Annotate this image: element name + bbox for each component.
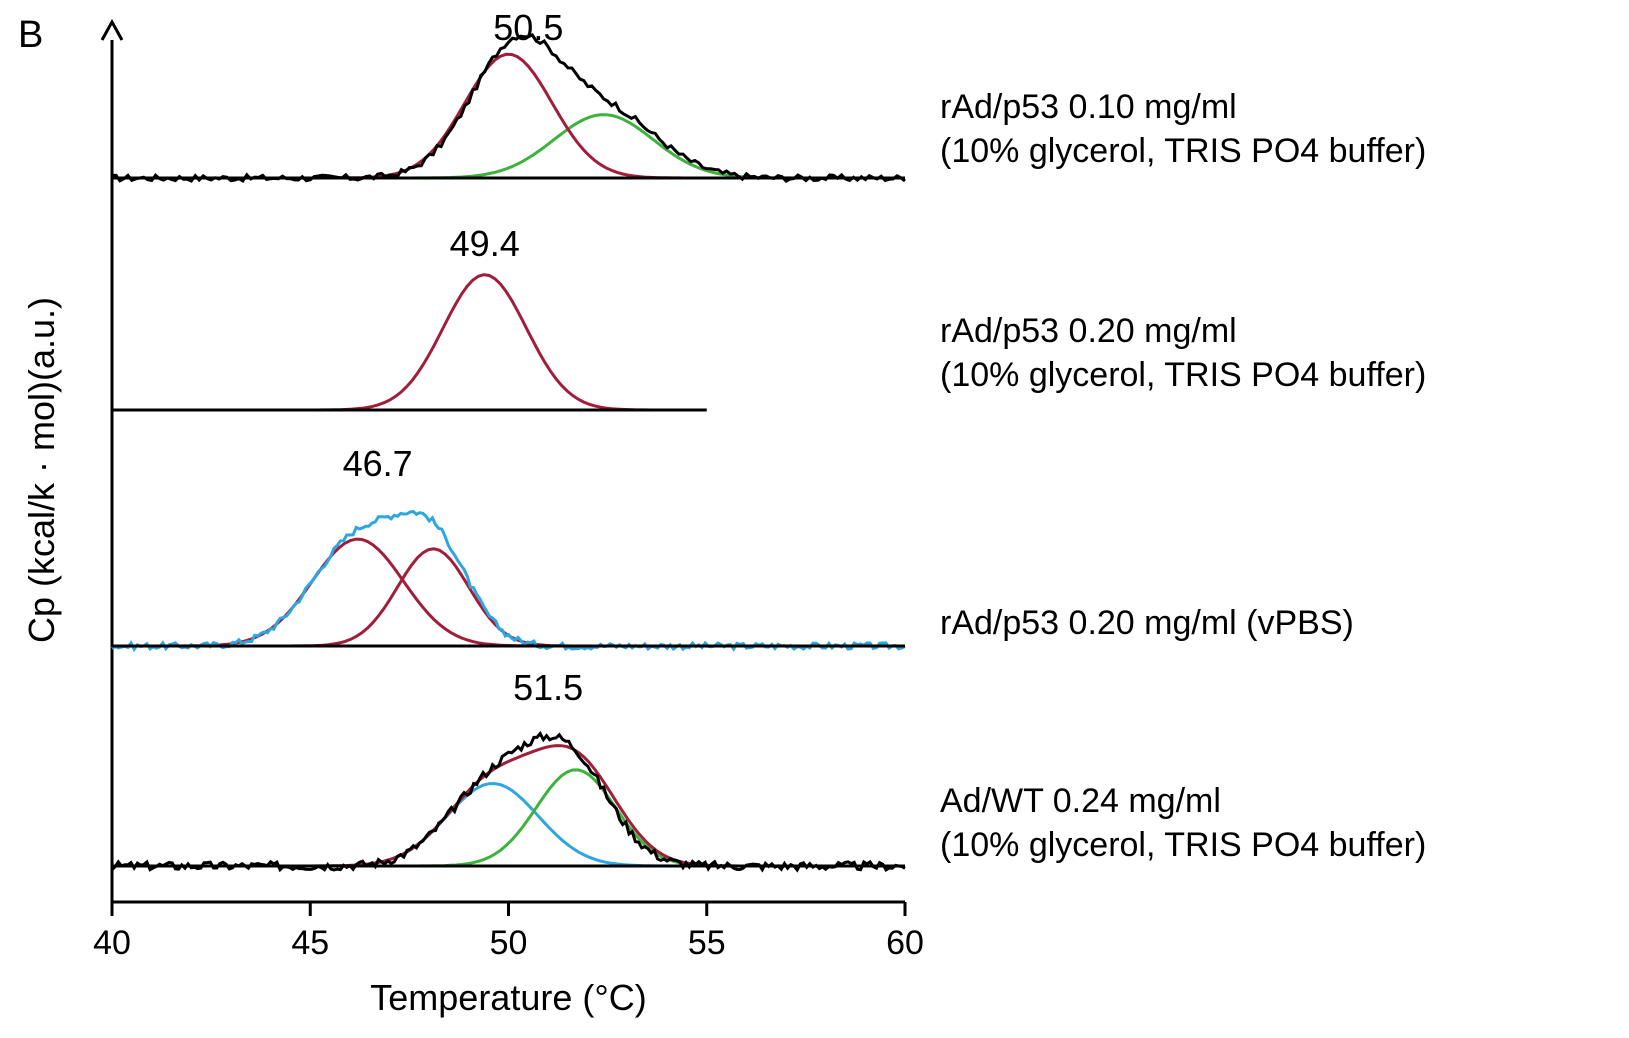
curve-blue <box>112 784 900 866</box>
panel-letter: B <box>18 14 43 57</box>
curve-green <box>112 115 900 178</box>
x-tick-label-40: 40 <box>93 924 131 962</box>
y-axis-cap <box>102 22 122 40</box>
panel-annot-3-1: (10% glycerol, TRIS PO4 buffer) <box>940 826 1426 864</box>
peak-label-0: 50.5 <box>493 7 563 48</box>
curve-red <box>112 746 900 866</box>
panel-annot-1-0: rAd/p53 0.20 mg/ml <box>940 312 1237 350</box>
x-tick-label-50: 50 <box>490 924 528 962</box>
panel-annot-0-1: (10% glycerol, TRIS PO4 buffer) <box>940 132 1426 170</box>
x-tick-label-60: 60 <box>886 924 924 962</box>
panel-annot-3-0: Ad/WT 0.24 mg/ml <box>940 782 1221 820</box>
curve-black <box>112 35 905 181</box>
curve-green <box>112 770 900 866</box>
x-axis-label: Temperature (°C) <box>370 977 646 1018</box>
curve-red <box>112 539 900 646</box>
curve-red <box>112 54 900 178</box>
curve-black <box>112 734 905 870</box>
curve-blue <box>112 512 905 650</box>
figure-container: B Cp (kcal/k · mol)(a.u.) 50.5 rAd/p53 0.1… <box>0 0 1629 1038</box>
peak-label-2: 46.7 <box>343 443 413 484</box>
panel-annot-1-1: (10% glycerol, TRIS PO4 buffer) <box>940 356 1426 394</box>
curve-red <box>112 549 900 646</box>
x-tick-label-55: 55 <box>688 924 726 962</box>
curve-red <box>112 275 706 410</box>
x-tick-label-45: 45 <box>291 924 329 962</box>
y-axis-label: Cp (kcal/k · mol)(a.u.) <box>21 297 62 643</box>
panel-annot-2-0: rAd/p53 0.20 mg/ml (vPBS) <box>940 604 1354 642</box>
panel-annot-0-0: rAd/p53 0.10 mg/ml <box>940 88 1237 126</box>
chart-svg: Cp (kcal/k · mol)(a.u.) 50.5 rAd/p53 0.10 … <box>0 0 1629 1038</box>
peak-label-1: 49.4 <box>450 223 520 264</box>
peak-label-3: 51.5 <box>513 667 583 708</box>
